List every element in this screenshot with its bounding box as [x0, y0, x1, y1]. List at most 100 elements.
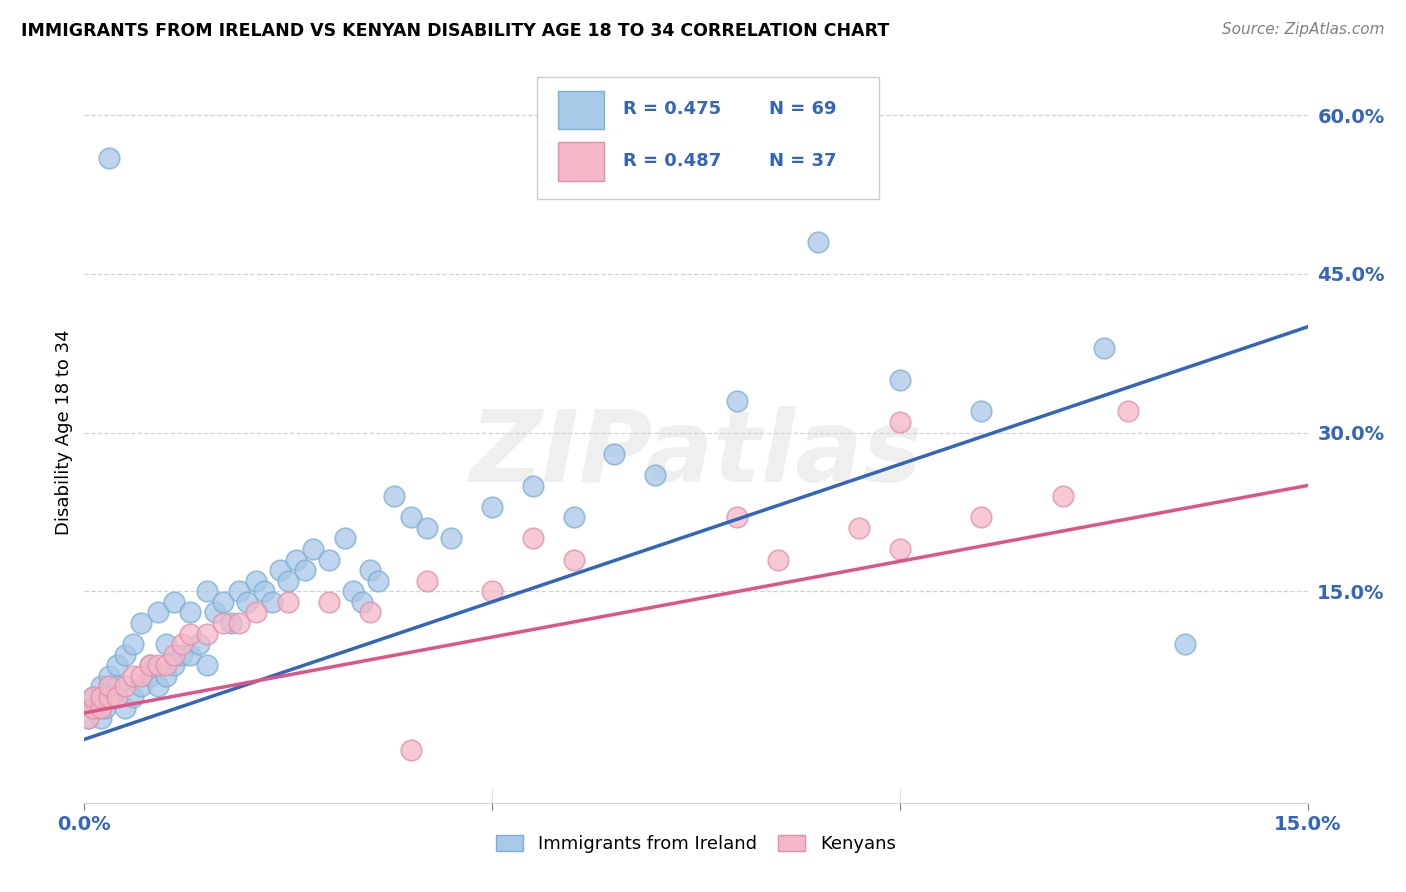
Point	[97, 669, 120, 683]
Point	[179, 648, 201, 662]
Point	[725, 393, 748, 408]
Point	[219, 615, 242, 630]
FancyBboxPatch shape	[537, 78, 880, 200]
Point	[90, 680, 112, 694]
Legend: Immigrants from Ireland, Kenyans: Immigrants from Ireland, Kenyans	[489, 828, 903, 861]
Point	[228, 584, 250, 599]
Point	[146, 606, 169, 620]
Point	[122, 669, 145, 683]
Point	[155, 669, 177, 683]
Point	[195, 626, 218, 640]
Point	[416, 574, 439, 588]
Point	[146, 658, 169, 673]
Point	[236, 595, 259, 609]
Point	[172, 637, 194, 651]
Point	[86, 700, 108, 714]
Point	[114, 648, 136, 662]
Point	[155, 637, 177, 651]
Point	[105, 690, 128, 704]
Point	[318, 552, 340, 566]
Point	[481, 584, 503, 599]
Point	[195, 658, 218, 673]
Point	[163, 648, 186, 662]
Text: R = 0.475: R = 0.475	[623, 100, 721, 118]
Text: R = 0.487: R = 0.487	[623, 152, 721, 169]
Point	[399, 743, 422, 757]
Point	[77, 711, 100, 725]
Point	[440, 532, 463, 546]
Point	[342, 584, 364, 599]
Point	[138, 658, 160, 673]
Point	[155, 658, 177, 673]
Point	[146, 680, 169, 694]
Point	[1174, 637, 1197, 651]
FancyBboxPatch shape	[558, 143, 605, 181]
Point	[350, 595, 373, 609]
Point	[204, 606, 226, 620]
Point	[644, 467, 666, 482]
Point	[97, 690, 120, 704]
Point	[212, 615, 235, 630]
Point	[105, 680, 128, 694]
Point	[970, 404, 993, 418]
Point	[562, 552, 585, 566]
Text: ZIPatlas: ZIPatlas	[470, 407, 922, 503]
Point	[277, 574, 299, 588]
Point	[359, 563, 381, 577]
Point	[301, 541, 323, 556]
Point	[97, 690, 120, 704]
Point	[195, 584, 218, 599]
Point	[90, 690, 112, 704]
Point	[114, 700, 136, 714]
Point	[970, 510, 993, 524]
Point	[105, 658, 128, 673]
Point	[889, 373, 911, 387]
Point	[82, 690, 104, 704]
Point	[399, 510, 422, 524]
Point	[359, 606, 381, 620]
Point	[382, 489, 405, 503]
Point	[481, 500, 503, 514]
Text: N = 37: N = 37	[769, 152, 837, 169]
Point	[245, 606, 267, 620]
Point	[82, 690, 104, 704]
Point	[105, 690, 128, 704]
Point	[163, 658, 186, 673]
Point	[367, 574, 389, 588]
Point	[90, 700, 112, 714]
Point	[179, 606, 201, 620]
Text: Source: ZipAtlas.com: Source: ZipAtlas.com	[1222, 22, 1385, 37]
Point	[82, 700, 104, 714]
Point	[1052, 489, 1074, 503]
Point	[90, 711, 112, 725]
Point	[187, 637, 209, 651]
Point	[131, 680, 153, 694]
Point	[294, 563, 316, 577]
Point	[245, 574, 267, 588]
Point	[179, 626, 201, 640]
Point	[889, 415, 911, 429]
Point	[138, 669, 160, 683]
Point	[1092, 341, 1115, 355]
Point	[131, 669, 153, 683]
Text: N = 69: N = 69	[769, 100, 837, 118]
Point	[889, 541, 911, 556]
Point	[335, 532, 357, 546]
Point	[212, 595, 235, 609]
Point	[277, 595, 299, 609]
Point	[416, 521, 439, 535]
Point	[228, 615, 250, 630]
Point	[172, 648, 194, 662]
Point	[253, 584, 276, 599]
Point	[522, 532, 544, 546]
Point	[97, 680, 120, 694]
Point	[82, 700, 104, 714]
Point	[97, 680, 120, 694]
Point	[807, 235, 830, 250]
Point	[138, 658, 160, 673]
Point	[93, 700, 115, 714]
Text: IMMIGRANTS FROM IRELAND VS KENYAN DISABILITY AGE 18 TO 34 CORRELATION CHART: IMMIGRANTS FROM IRELAND VS KENYAN DISABI…	[21, 22, 890, 40]
Point	[848, 521, 870, 535]
Point	[562, 510, 585, 524]
Y-axis label: Disability Age 18 to 34: Disability Age 18 to 34	[55, 330, 73, 535]
